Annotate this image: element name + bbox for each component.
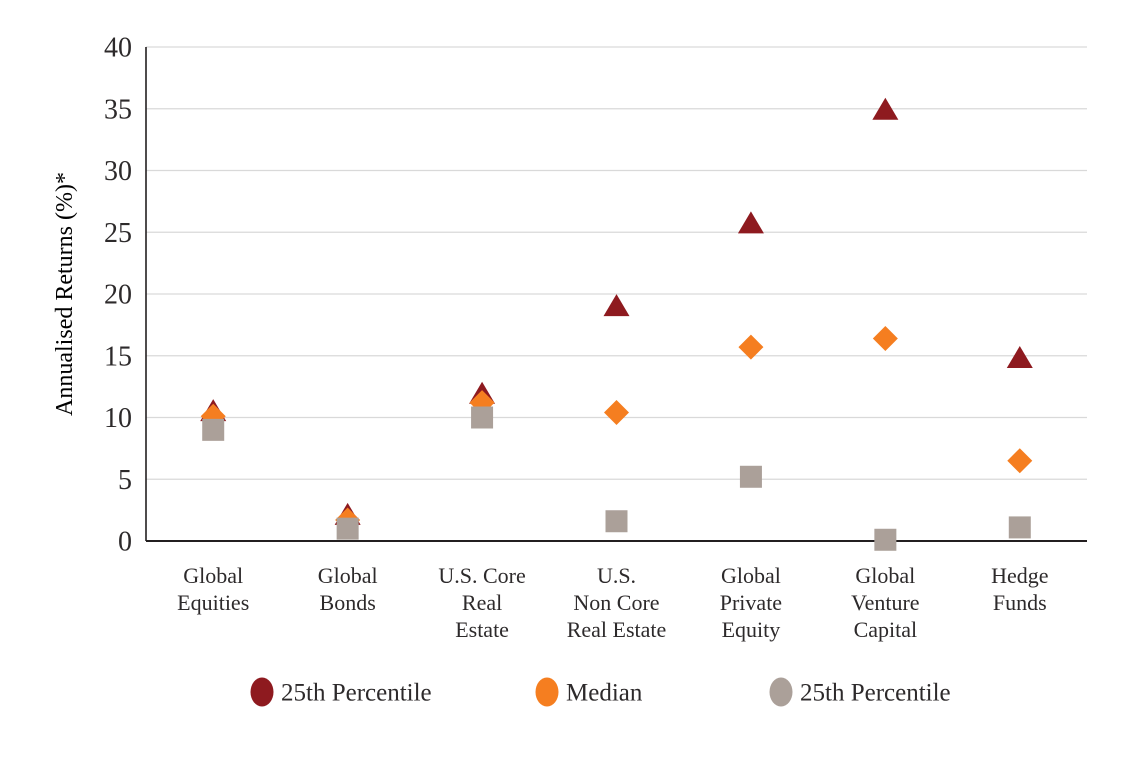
y-tick-label: 0 xyxy=(118,527,132,558)
marker-triangle xyxy=(603,294,630,317)
x-axis-category-labels: Global Equities Global Bonds U.S. Core Real Es… xyxy=(177,563,1048,642)
legend-label: Median xyxy=(566,680,643,707)
marker-diamond xyxy=(604,400,629,426)
y-axis-title: Annualised Returns (%)* xyxy=(52,172,78,416)
axes xyxy=(145,47,1087,542)
y-tick-label: 30 xyxy=(104,156,132,187)
marker-square xyxy=(739,465,762,488)
legend-marker-icon xyxy=(769,677,793,707)
legend-label: 25th Percentile xyxy=(800,680,951,707)
gridlines xyxy=(146,46,1087,480)
marker-square xyxy=(336,517,359,540)
marker-diamond xyxy=(738,334,764,360)
y-tick-label: 25 xyxy=(104,218,132,249)
y-tick-label: 10 xyxy=(104,403,132,434)
marker-square xyxy=(471,406,494,429)
category-label: U.S. Core Real Estate xyxy=(438,563,525,642)
y-tick-label: 20 xyxy=(104,280,132,311)
legend-item: Median xyxy=(535,677,643,707)
marker-square xyxy=(874,528,897,551)
marker-square xyxy=(605,510,628,533)
y-tick-label: 35 xyxy=(104,94,132,125)
legend-item: 25th Percentile xyxy=(250,677,432,707)
category-label: Global Venture Capital xyxy=(851,563,919,642)
marker-triangle xyxy=(737,211,764,234)
marker-square xyxy=(1008,516,1031,539)
marker-diamond xyxy=(872,325,898,351)
category-label: Global Equities xyxy=(177,563,249,615)
y-tick-label: 15 xyxy=(104,341,132,372)
y-tick-label: 5 xyxy=(118,465,132,496)
marker-triangle xyxy=(872,97,899,120)
y-axis-tick-labels: 0 5 10 15 20 25 30 35 40 xyxy=(104,33,132,558)
data-markers xyxy=(200,97,1033,551)
category-label: Global Bonds xyxy=(318,563,378,615)
category-label: Hedge Funds xyxy=(991,563,1048,615)
category-label: Global Private Equity xyxy=(720,563,782,642)
legend: 25th Percentile Median 25th Percentile xyxy=(250,677,951,707)
legend-marker-icon xyxy=(535,677,559,707)
marker-square xyxy=(202,418,225,441)
marker-triangle xyxy=(1006,345,1033,368)
legend-item: 25th Percentile xyxy=(769,677,951,707)
legend-label: 25th Percentile xyxy=(281,680,432,707)
legend-marker-icon xyxy=(250,677,274,707)
marker-diamond xyxy=(1007,448,1033,474)
category-label: U.S. Non Core Real Estate xyxy=(567,563,667,642)
y-tick-label: 40 xyxy=(104,33,132,64)
